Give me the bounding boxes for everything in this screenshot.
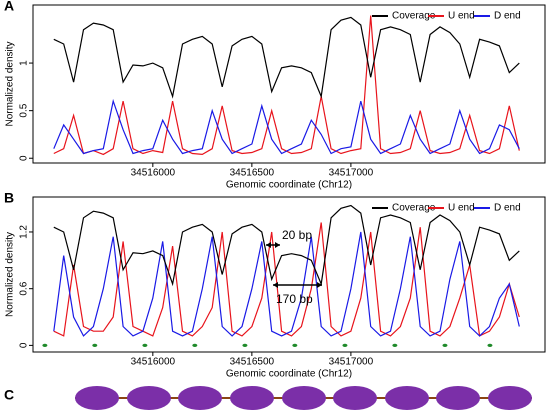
legend-label: Coverage [392, 11, 436, 22]
legend-label: U end [448, 203, 475, 214]
nucleosome [230, 386, 274, 410]
legend-label: D end [494, 11, 521, 22]
y-tick-label: 0.6 [19, 281, 30, 295]
arrow-head [273, 282, 278, 288]
series-line [53, 98, 520, 155]
x-tick-label: 34516000 [131, 168, 176, 179]
y-tick-label: 0.5 [19, 103, 30, 117]
x-axis-label: Genomic coordinate (Chr12) [226, 369, 352, 380]
annotation: 20 bp [282, 228, 312, 242]
dyad-marker [292, 343, 298, 347]
x-axis-label: Genomic coordinate (Chr12) [226, 180, 352, 191]
arrow-head [317, 282, 322, 288]
nucleosome [282, 386, 326, 410]
x-tick-label: 34517000 [329, 168, 374, 179]
y-axis-label: Normalized density [5, 232, 16, 317]
dyad-marker [342, 343, 348, 347]
dyad-marker [442, 343, 448, 347]
dyad-marker [42, 343, 48, 347]
nucleosome [436, 386, 480, 410]
nucleosome [178, 386, 222, 410]
y-axis-label: Normalized density [5, 41, 16, 126]
legend-label: U end [448, 11, 475, 22]
y-tick-label: 0 [19, 342, 30, 348]
nucleosome [488, 386, 532, 410]
nucleosome [127, 386, 171, 410]
panel-label: A [4, 0, 14, 14]
plot-frame [32, 196, 546, 353]
y-tick-label: 1.2 [19, 225, 30, 239]
panel-label: C [4, 387, 14, 403]
dyad-marker [242, 343, 248, 347]
dyad-marker [142, 343, 148, 347]
arrow-head [275, 242, 280, 248]
nucleosome [333, 386, 377, 410]
series-line [53, 204, 520, 287]
dyad-marker [392, 343, 398, 347]
series-line [53, 15, 520, 156]
nucleosome-array [75, 386, 532, 410]
nucleosome [385, 386, 429, 410]
arrow-head [266, 242, 271, 248]
nucleosome [75, 386, 119, 410]
x-tick-label: 34517000 [329, 357, 374, 368]
annotation: 170 bp [276, 292, 313, 306]
plot-frame [32, 4, 546, 164]
y-tick-label: 1 [19, 60, 30, 66]
series-line [53, 16, 520, 99]
dyad-marker [192, 343, 198, 347]
dyad-marker [92, 343, 98, 347]
panel-label: B [4, 190, 14, 206]
x-tick-label: 34516500 [230, 168, 275, 179]
dyad-marker [487, 343, 493, 347]
x-tick-label: 34516500 [230, 357, 275, 368]
legend-label: D end [494, 203, 521, 214]
series-line [53, 231, 520, 337]
x-tick-label: 34516000 [131, 357, 176, 368]
y-tick-label: 0 [19, 155, 30, 161]
legend-label: Coverage [392, 203, 436, 214]
